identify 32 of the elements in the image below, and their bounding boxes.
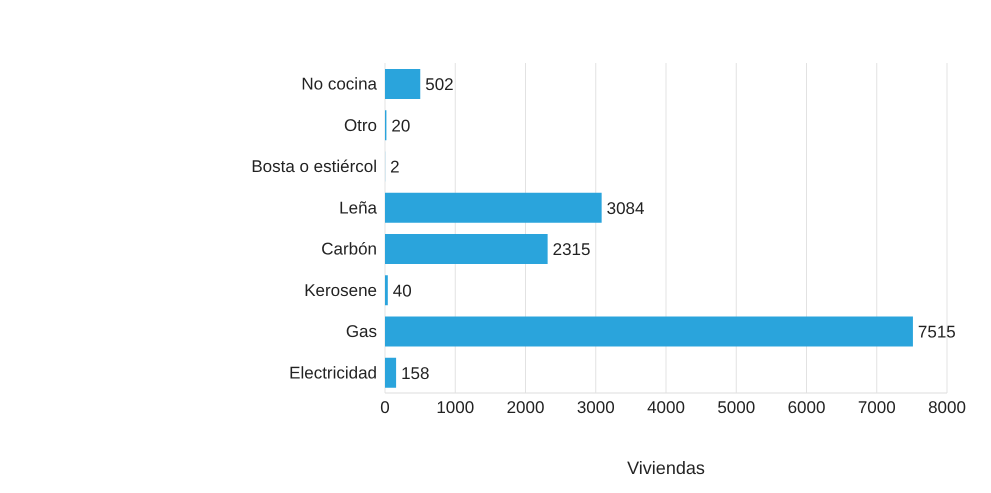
x-tick-label: 1000 <box>436 398 474 418</box>
y-tick-label: Bosta o estiércol <box>251 157 377 176</box>
bar <box>385 69 420 99</box>
y-tick-label: No cocina <box>301 74 378 94</box>
x-tick-label: 8000 <box>928 398 966 418</box>
x-tick-label: 7000 <box>858 398 896 418</box>
data-label: 502 <box>425 75 454 94</box>
bar <box>385 275 388 306</box>
x-tick-label: 3000 <box>576 398 615 418</box>
x-tick-label: 6000 <box>788 398 826 418</box>
data-label: 2315 <box>552 240 590 260</box>
data-label: 40 <box>392 281 412 300</box>
y-tick-label: Electricidad <box>289 363 377 382</box>
data-label: 2 <box>390 158 400 177</box>
y-tick-label: Otro <box>344 116 377 135</box>
bar <box>385 192 602 223</box>
y-tick-label: Gas <box>346 322 377 342</box>
bar <box>385 358 396 388</box>
data-label: 7515 <box>918 322 956 342</box>
bar <box>385 234 548 264</box>
x-axis-title: Viviendas <box>627 458 705 478</box>
x-tick-label: 5000 <box>717 398 756 418</box>
x-tick-label: 0 <box>380 398 390 418</box>
y-tick-label: Kerosene <box>304 280 377 300</box>
x-tick-label: 4000 <box>647 398 685 418</box>
data-label: 158 <box>401 364 430 383</box>
y-tick-label: Leña <box>339 198 378 218</box>
y-tick-label: Carbón <box>321 240 377 259</box>
data-label: 3084 <box>606 198 644 218</box>
data-label: 20 <box>391 116 410 136</box>
x-tick-label: 2000 <box>506 398 544 418</box>
bar <box>385 316 913 346</box>
